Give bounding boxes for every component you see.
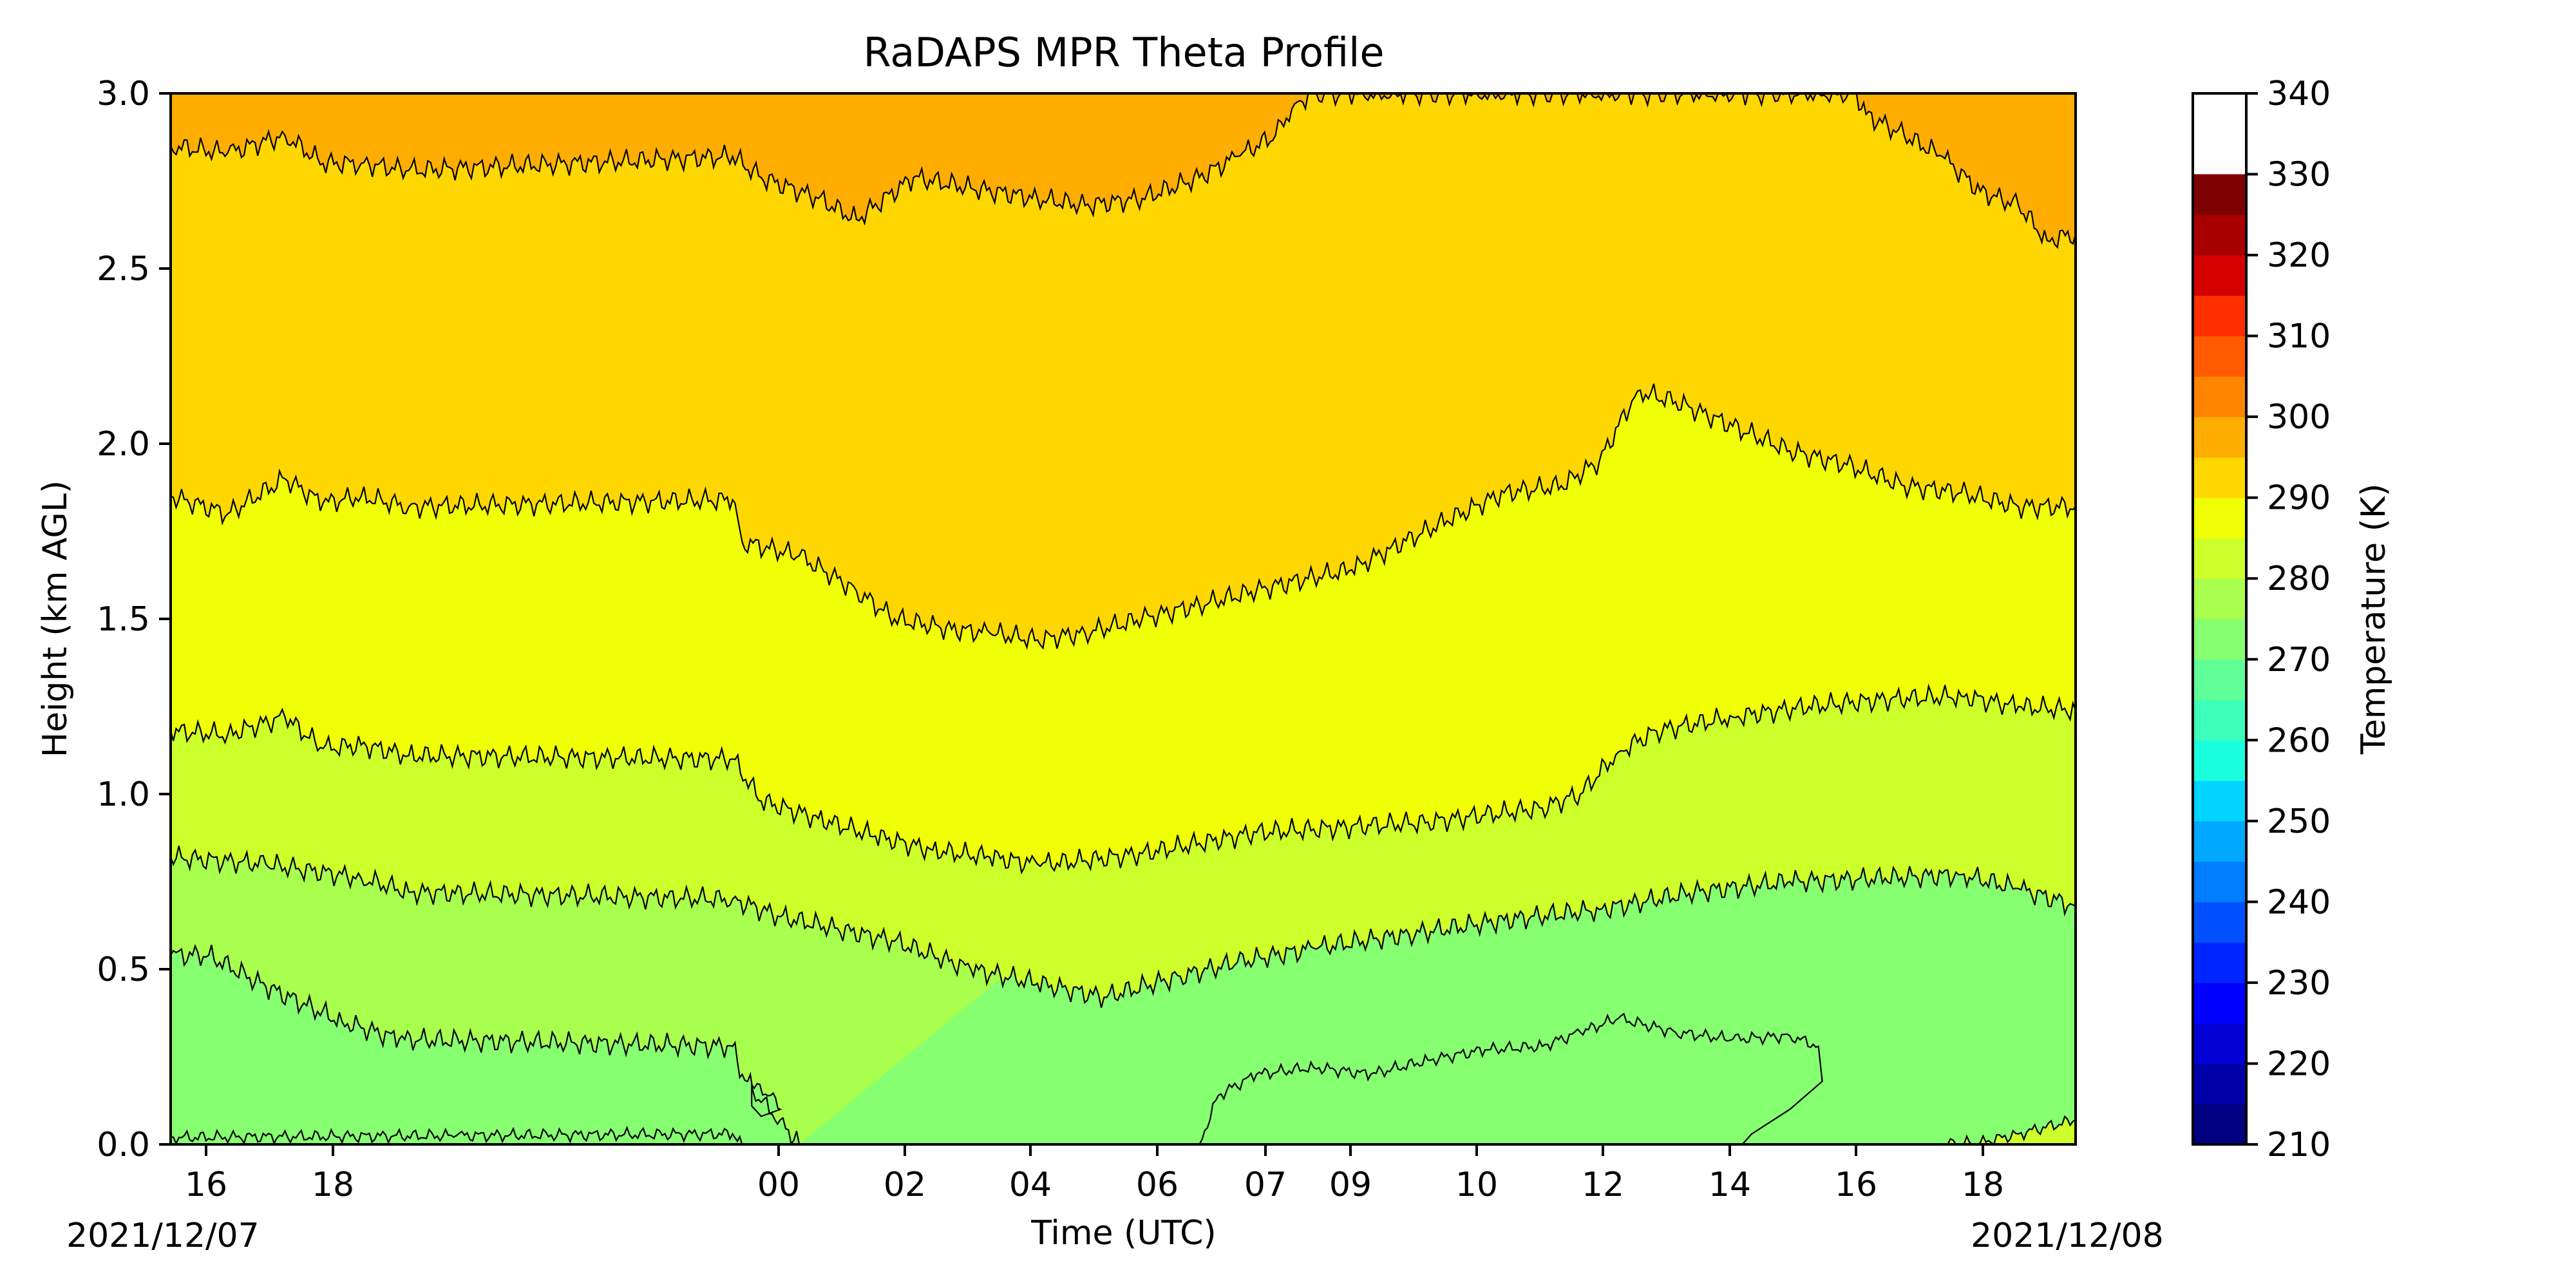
x-tick-label: 09 — [1329, 1166, 1372, 1204]
y-tick-label: 2.0 — [97, 425, 150, 464]
colorbar-tick-label: 230 — [2267, 964, 2331, 1003]
colorbar-segment — [2193, 781, 2246, 822]
x-tick-label: 04 — [1009, 1166, 1052, 1204]
colorbar-segment — [2193, 538, 2246, 579]
x-tick-label: 00 — [757, 1166, 800, 1204]
colorbar-tick-label: 210 — [2267, 1126, 2331, 1164]
x-tick-label: 10 — [1455, 1166, 1498, 1204]
y-tick-label: 1.0 — [97, 775, 150, 814]
y-axis-label: Height (km AGL) — [36, 480, 75, 757]
colorbar-segment — [2193, 214, 2246, 256]
colorbar-frame — [2192, 92, 2248, 1146]
colorbar-segment — [2193, 740, 2246, 781]
colorbar-segment — [2193, 942, 2246, 983]
colorbar-segment — [2193, 699, 2246, 741]
colorbar-segment — [2193, 902, 2246, 943]
x-tick-label: 12 — [1582, 1166, 1624, 1204]
colorbar-tick-label: 310 — [2267, 317, 2331, 356]
contour-line-290 — [171, 683, 2076, 875]
colorbar-segment — [2193, 255, 2246, 296]
contour-line-300 — [171, 93, 2076, 249]
chart-title: RaDAPS MPR Theta Profile — [864, 29, 1385, 76]
colorbar-tick-label: 320 — [2267, 236, 2331, 275]
contour-line-295 — [171, 383, 2076, 650]
x-tick-label: 14 — [1709, 1166, 1751, 1204]
x-tick-label: 16 — [185, 1166, 227, 1204]
x-tick-label: 02 — [884, 1166, 926, 1204]
colorbar-segment — [2193, 578, 2246, 620]
colorbar-tick-label: 290 — [2267, 479, 2331, 518]
colorbar-tick-label: 340 — [2267, 75, 2331, 113]
x-axis: 16 18 00 02 04 06 07 09 10 12 14 16 18 — [185, 1144, 2004, 1204]
colorbar-segment — [2193, 1063, 2246, 1104]
colorbar-segment — [2193, 820, 2246, 862]
y-tick-label: 1.5 — [97, 600, 150, 639]
colorbar-segment — [2193, 457, 2246, 498]
colorbar-segment — [2193, 295, 2246, 337]
colorbar-tick-label: 240 — [2267, 883, 2331, 922]
contour-band-300 — [171, 93, 2076, 248]
colorbar-segment — [2193, 861, 2246, 902]
y-tick-label: 2.5 — [97, 250, 150, 289]
colorbar-tick-label: 250 — [2267, 802, 2331, 841]
colorbar-segment — [2193, 619, 2246, 660]
x-tick-label: 18 — [312, 1166, 354, 1204]
start-date-label: 2021/12/07 — [66, 1217, 260, 1255]
colorbar-tick-label: 330 — [2267, 156, 2331, 194]
colorbar-tick-label: 300 — [2267, 398, 2331, 437]
colorbar-segment — [2193, 1104, 2246, 1145]
x-tick-label: 06 — [1136, 1166, 1179, 1204]
colorbar-label: Temperature (K) — [2354, 484, 2393, 755]
colorbar-segment — [2193, 497, 2246, 539]
colorbar-segment — [2193, 417, 2246, 458]
y-tick-label: 3.0 — [97, 75, 150, 113]
colorbar-segment — [2193, 659, 2246, 701]
colorbar-segment — [2193, 1023, 2246, 1065]
y-tick-label: 0.5 — [97, 951, 150, 989]
end-date-label: 2021/12/08 — [1971, 1217, 2164, 1255]
y-axis: 0.0 0.5 1.0 1.5 2.0 2.5 3.0 — [97, 75, 171, 1164]
colorbar-segment — [2193, 336, 2246, 377]
colorbar-segment — [2193, 174, 2246, 215]
colorbar-segment — [2193, 982, 2246, 1024]
x-tick-label: 16 — [1835, 1166, 1877, 1204]
contour-band-295 — [171, 93, 2076, 649]
contour-island-275 — [171, 1126, 743, 1144]
y-tick-label: 0.0 — [97, 1126, 150, 1164]
contour-line-280 — [171, 943, 800, 1144]
colorbar-tick-label: 270 — [2267, 641, 2331, 679]
contour-island-275 — [1198, 1012, 1823, 1144]
plot-area — [171, 93, 2076, 1144]
colorbar-tick-label: 280 — [2267, 560, 2331, 598]
colorbar-tick-label: 260 — [2267, 721, 2331, 760]
contour-island-275 — [751, 1083, 782, 1117]
colorbar: 210 220 230 240 250 260 270 280 290 300 310 320 330 3… — [2192, 75, 2331, 1164]
contour-line-285 — [171, 846, 2076, 1009]
x-tick-label: 07 — [1244, 1166, 1287, 1204]
x-tick-label: 18 — [1962, 1166, 2004, 1204]
contour-island-285 — [1942, 1115, 2076, 1144]
colorbar-segment — [2193, 376, 2246, 417]
colorbar-tick-label: 220 — [2267, 1045, 2331, 1083]
x-axis-label: Time (UTC) — [1030, 1214, 1216, 1253]
